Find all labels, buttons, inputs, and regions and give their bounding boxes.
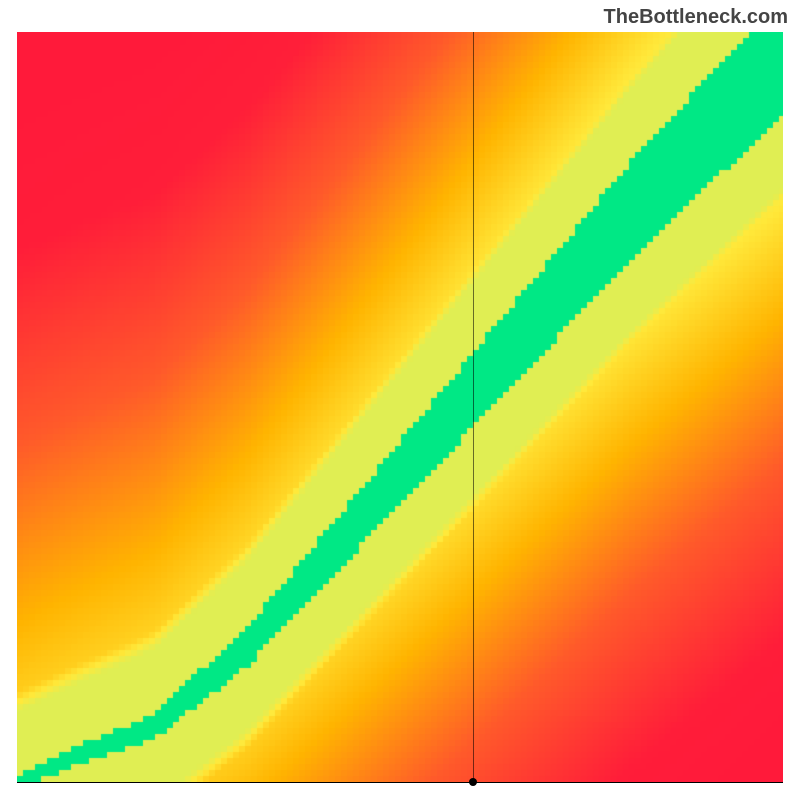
x-axis-line <box>17 782 783 783</box>
x-tick-vertical-line <box>473 32 474 782</box>
heatmap-canvas <box>17 32 783 782</box>
heatmap-plot <box>17 32 783 782</box>
x-tick-marker <box>469 778 477 786</box>
attribution-label: TheBottleneck.com <box>604 6 788 29</box>
